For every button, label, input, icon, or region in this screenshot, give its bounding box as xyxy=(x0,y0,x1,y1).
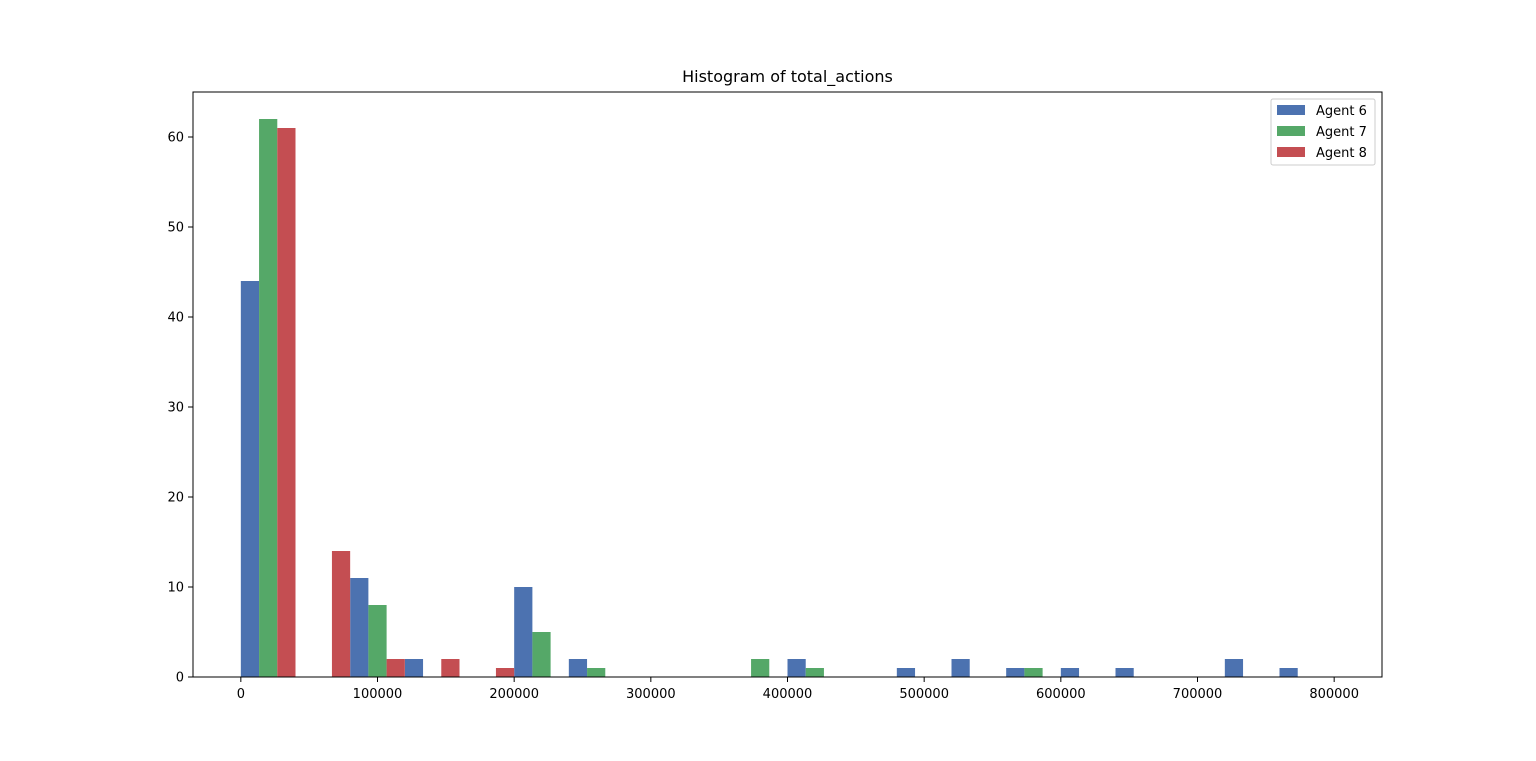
bar-agent-7-bin-6 xyxy=(587,668,606,677)
bars-group xyxy=(240,119,1298,677)
y-tick-label: 10 xyxy=(167,581,184,596)
x-tick-label: 0 xyxy=(237,687,245,702)
bar-agent-6-bin-6 xyxy=(568,659,588,677)
y-tick-label: 20 xyxy=(167,491,184,506)
bar-agent-7-bin-2 xyxy=(368,605,387,677)
legend-label-agent-8: Agent 8 xyxy=(1316,146,1367,161)
x-tick-label: 300000 xyxy=(626,687,676,702)
x-tick-label: 500000 xyxy=(899,687,949,702)
x-tick-label: 700000 xyxy=(1173,687,1223,702)
bar-agent-8-bin-4 xyxy=(495,668,515,677)
bar-agent-6-bin-14 xyxy=(1006,668,1025,677)
bar-agent-6-bin-13 xyxy=(951,659,970,677)
bar-agent-6-bin-2 xyxy=(350,578,369,677)
bar-agent-8-bin-3 xyxy=(441,659,460,677)
bar-agent-6-bin-15 xyxy=(1060,668,1080,677)
y-tick-label: 40 xyxy=(167,311,184,326)
bar-agent-7-bin-10 xyxy=(805,668,824,677)
bar-agent-8-bin-1 xyxy=(331,551,351,677)
bar-agent-8-bin-2 xyxy=(386,659,405,677)
axes-group: 0 100000 200000 300000 400000 500000 600000 700… xyxy=(167,91,1383,702)
bar-agent-8-bin-0 xyxy=(277,128,296,677)
bar-agent-6-bin-3 xyxy=(404,659,424,677)
x-tick-label: 800000 xyxy=(1309,687,1359,702)
legend-label-agent-7: Agent 7 xyxy=(1316,125,1367,140)
legend-swatch-agent-8 xyxy=(1277,147,1305,157)
bar-agent-7-bin-9 xyxy=(751,659,770,677)
x-tick-label: 200000 xyxy=(489,687,539,702)
x-tick-label: 600000 xyxy=(1036,687,1086,702)
bar-agent-7-bin-5 xyxy=(532,632,551,677)
chart-title: Histogram of total_actions xyxy=(682,67,893,87)
bar-agent-6-bin-12 xyxy=(896,668,916,677)
bar-agent-6-bin-19 xyxy=(1279,668,1298,677)
legend-label-agent-6: Agent 6 xyxy=(1316,104,1367,119)
y-tick-label: 30 xyxy=(167,401,184,416)
bar-agent-6-bin-5 xyxy=(514,587,533,677)
legend-swatch-agent-6 xyxy=(1277,105,1305,115)
x-tick-label: 100000 xyxy=(353,687,403,702)
plot-frame xyxy=(192,91,1383,678)
legend: Agent 6 Agent 7 Agent 8 xyxy=(1270,98,1376,166)
bar-agent-7-bin-14 xyxy=(1024,668,1043,677)
bar-agent-7-bin-0 xyxy=(259,119,278,677)
bar-agent-6-bin-0 xyxy=(240,281,260,677)
y-tick-label: 50 xyxy=(167,221,184,236)
y-tick-label: 0 xyxy=(176,671,184,686)
bar-agent-6-bin-10 xyxy=(787,659,806,677)
y-tick-label: 60 xyxy=(167,131,184,146)
legend-swatch-agent-7 xyxy=(1277,126,1305,136)
bar-agent-6-bin-18 xyxy=(1224,659,1244,677)
x-tick-label: 400000 xyxy=(763,687,813,702)
bar-agent-6-bin-16 xyxy=(1115,668,1134,677)
